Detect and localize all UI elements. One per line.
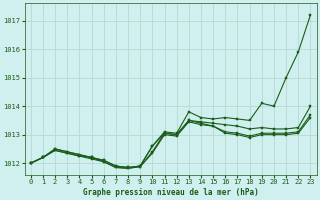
- X-axis label: Graphe pression niveau de la mer (hPa): Graphe pression niveau de la mer (hPa): [83, 188, 259, 197]
